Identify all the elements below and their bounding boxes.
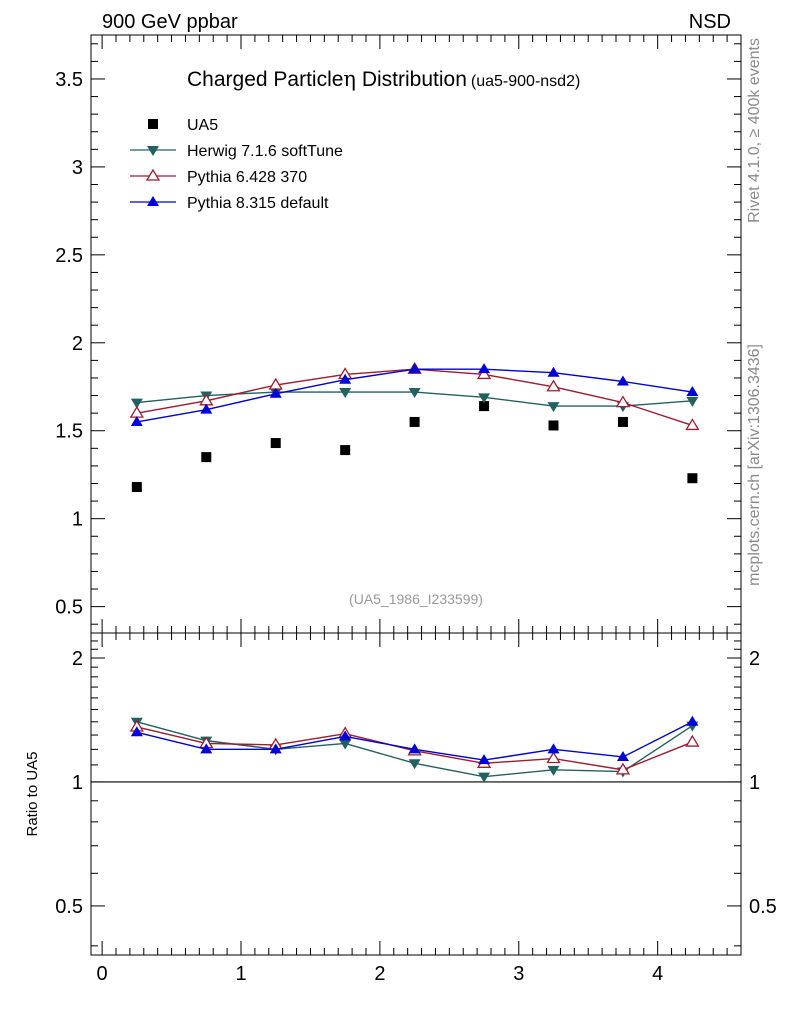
data-point xyxy=(130,415,143,426)
ratio-data-point xyxy=(339,739,352,750)
data-point xyxy=(201,452,212,463)
x-tick-label: 2 xyxy=(374,963,385,985)
x-tick-label: 3 xyxy=(513,963,524,985)
data-point xyxy=(408,388,421,399)
ratio-data-point xyxy=(686,715,699,726)
chart-title-main: Charged Particle xyxy=(187,68,343,91)
data-point xyxy=(476,367,492,380)
ratio-data-point xyxy=(478,754,491,765)
data-point xyxy=(547,366,560,377)
data-point xyxy=(615,395,631,408)
mcplots-side-label: mcplots.cern.ch [arXiv:1306.3436] xyxy=(746,344,763,586)
main-y-tick-label: 1 xyxy=(72,509,83,531)
x-tick-label: 1 xyxy=(235,963,246,985)
ratio-data-point xyxy=(200,743,213,754)
data-point xyxy=(616,375,629,386)
ratio-series-2 xyxy=(130,715,699,765)
data-point xyxy=(409,416,420,427)
ratio-y-tick-label-right: 2 xyxy=(749,648,760,670)
main-panel: 0.5 1 1.5 2 2.5 3 3.5 Charged Particleη Distrib… xyxy=(55,34,742,634)
main-y-tick-label: 2 xyxy=(72,333,83,355)
main-y-tick-label: 1.5 xyxy=(55,421,83,443)
main-y-tick-label: 3.5 xyxy=(55,69,83,91)
data-point xyxy=(546,379,561,392)
main-y-tick-label: 3 xyxy=(72,157,83,179)
series-3 xyxy=(130,363,699,426)
legend-label: Pythia 8.315 default xyxy=(187,195,329,212)
data-point xyxy=(478,393,491,404)
ratio-data-point xyxy=(547,765,560,776)
legend-marker xyxy=(147,196,159,206)
chart-title-rest: Distribution xyxy=(356,68,467,91)
data-point xyxy=(339,388,352,399)
rivet-side-label: Rivet 4.1.0, ≥ 400k events xyxy=(746,38,763,223)
data-point xyxy=(685,418,700,431)
data-point xyxy=(269,387,282,398)
data-point xyxy=(686,386,699,397)
ratio-panel: 0.5 0.5 1 1 2 2 0 1 2 3 4 Ratio to UA5 xyxy=(24,632,777,985)
ratio-data-point xyxy=(339,730,352,741)
legend-entry: Pythia 8.315 default xyxy=(130,195,329,212)
ratio-data-point xyxy=(269,743,282,754)
chart-title-eta: η xyxy=(343,67,356,91)
ratio-data-point xyxy=(685,734,700,747)
data-point xyxy=(479,401,490,412)
legend-entry: Pythia 6.428 370 xyxy=(130,168,307,186)
data-point xyxy=(339,373,352,384)
ratio-data-point xyxy=(408,759,421,770)
data-point xyxy=(548,420,559,431)
ratio-data-point xyxy=(615,762,631,775)
x-tick-label: 4 xyxy=(652,963,663,985)
header-right-label: NSD xyxy=(689,11,731,33)
x-tick-label: 0 xyxy=(97,963,108,985)
ratio-y-tick-label: 2 xyxy=(72,648,83,670)
legend-entry: Herwig 7.1.6 softTune xyxy=(130,143,343,160)
legend-marker xyxy=(148,119,158,129)
data-point xyxy=(340,445,351,456)
analysis-watermark: (UA5_1986_I233599) xyxy=(349,591,483,607)
ratio-y-tick-label-right: 1 xyxy=(749,772,760,794)
ratio-data-point xyxy=(547,743,560,754)
main-y-tick-label: 0.5 xyxy=(55,597,83,619)
main-y-tick-label: 2.5 xyxy=(55,245,83,267)
legend-marker xyxy=(147,146,159,156)
legend-marker xyxy=(145,168,161,181)
legend-label: UA5 xyxy=(187,117,218,134)
data-point xyxy=(686,396,699,407)
data-point xyxy=(547,402,560,413)
header-left-label: 900 GeV ppbar xyxy=(102,11,238,33)
legend-label: Pythia 6.428 370 xyxy=(187,169,307,186)
legend-entry: UA5 xyxy=(148,117,218,134)
ratio-data-point xyxy=(130,726,143,737)
data-point xyxy=(687,473,698,484)
ratio-y-tick-label-right: 0.5 xyxy=(749,896,777,918)
ratio-y-axis-label: Ratio to UA5 xyxy=(24,751,41,836)
data-point xyxy=(131,482,142,493)
ratio-data-point xyxy=(546,751,561,764)
data-point xyxy=(270,438,281,449)
ratio-data-point xyxy=(478,772,491,783)
data-point xyxy=(130,398,143,409)
data-point xyxy=(478,363,491,374)
ratio-y-tick-label: 1 xyxy=(72,772,83,794)
data-point xyxy=(200,403,213,414)
chart-subtitle: (ua5-900-nsd2) xyxy=(471,73,580,90)
ratio-y-tick-label: 0.5 xyxy=(55,896,83,918)
data-point xyxy=(617,416,628,427)
ratio-data-point xyxy=(408,743,421,754)
ratio-plot-frame xyxy=(90,632,742,956)
legend-label: Herwig 7.1.6 softTune xyxy=(187,143,343,160)
data-point xyxy=(408,363,421,374)
series-0 xyxy=(131,401,698,493)
chart-title: Charged Particleη Distribution (ua5-900-n… xyxy=(187,67,580,91)
ratio-data-point xyxy=(616,750,629,761)
